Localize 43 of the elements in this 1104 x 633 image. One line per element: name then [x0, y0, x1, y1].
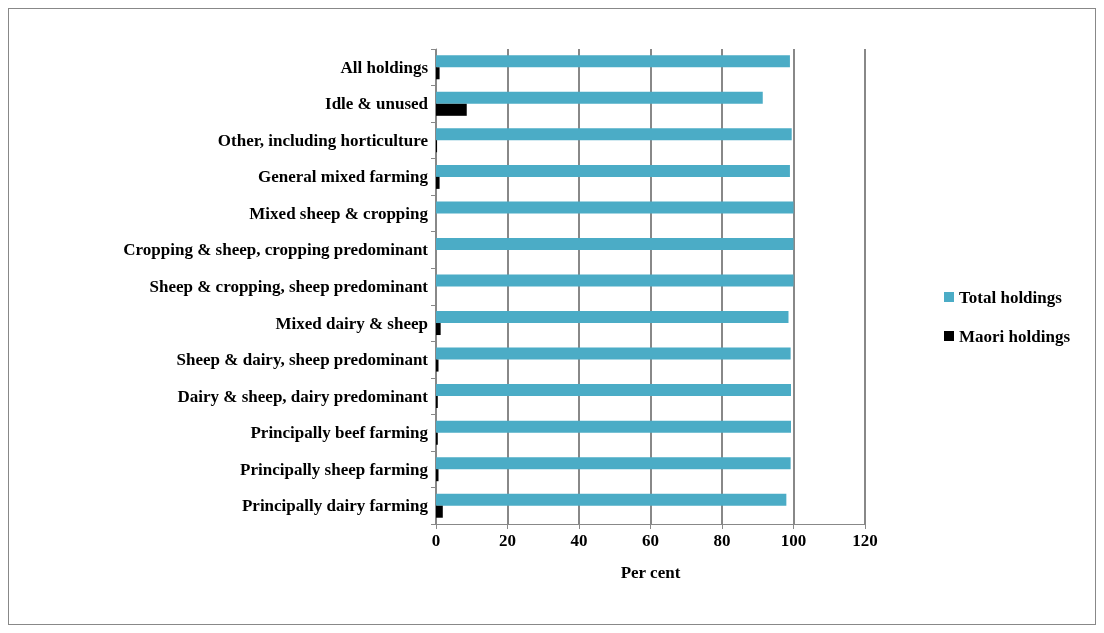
- x-axis-title: Per cent: [620, 563, 681, 582]
- bar: [436, 201, 794, 214]
- y-tick-label: General mixed farming: [258, 167, 429, 187]
- bar: [436, 274, 794, 287]
- y-tick-label: Sheep & dairy, sheep predominant: [176, 350, 429, 370]
- bar: [436, 164, 790, 177]
- y-tick-label: Other, including horticulture: [217, 130, 429, 150]
- bar: [436, 67, 440, 80]
- x-tick-label: 0: [431, 531, 441, 550]
- bar: [436, 128, 792, 141]
- legend-label: Maori holdings: [959, 326, 1071, 346]
- y-tick-label: Principally sheep farming: [240, 459, 429, 479]
- bar: [436, 359, 439, 372]
- bar: [436, 347, 791, 360]
- bar: [436, 55, 790, 68]
- y-tick-label: Sheep & cropping, sheep predominant: [149, 277, 429, 296]
- x-tick-label: 100: [780, 531, 807, 550]
- bar: [436, 237, 794, 250]
- legend-label: Total holdings: [959, 287, 1063, 307]
- bar: [436, 311, 789, 324]
- bar: [436, 384, 791, 397]
- x-tick-label: 40: [570, 531, 588, 550]
- bar: [436, 457, 791, 470]
- bar: [436, 469, 439, 482]
- x-tick-label: 80: [713, 531, 731, 550]
- x-tick-label: 120: [852, 531, 878, 550]
- bar: [436, 103, 467, 116]
- bar: [436, 420, 791, 433]
- x-tick-label: 20: [499, 531, 516, 550]
- bar: [436, 176, 440, 189]
- y-tick-label: Dairy & sheep, dairy predominant: [177, 386, 429, 406]
- y-tick-label: Cropping & sheep, cropping predominant: [123, 240, 429, 260]
- y-tick-label: Principally beef farming: [250, 423, 429, 443]
- y-tick-label: Mixed sheep & cropping: [249, 203, 429, 223]
- bar: [436, 505, 443, 518]
- bar: [436, 323, 441, 336]
- y-tick-label: Mixed dairy & sheep: [275, 313, 428, 333]
- y-tick-label: Principally dairy farming: [241, 496, 429, 516]
- x-tick-label: 60: [642, 531, 659, 550]
- bar: [436, 91, 763, 104]
- bar: [436, 493, 787, 506]
- y-tick-label: Idle & unused: [325, 94, 429, 114]
- y-tick-label: All holdings: [340, 57, 429, 77]
